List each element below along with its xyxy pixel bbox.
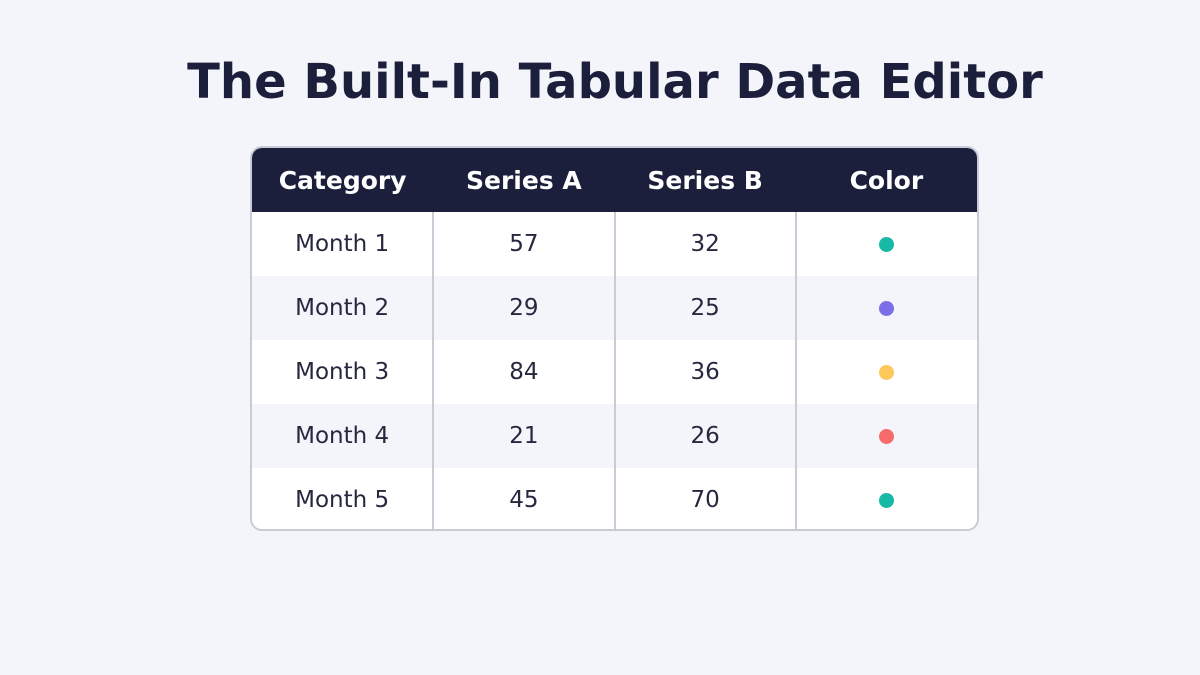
color-swatch-icon[interactable] [879,301,895,316]
table-row: Month 3 84 36 [252,340,977,404]
column-header-series-b[interactable]: Series B [647,165,763,195]
color-cell[interactable] [794,340,977,404]
color-cell[interactable] [794,276,977,340]
color-cell[interactable] [794,212,977,276]
category-cell[interactable]: Month 3 [295,359,390,385]
color-swatch-icon[interactable] [879,493,895,508]
table-row: Month 2 29 25 [252,276,977,340]
page-title: The Built-In Tabular Data Editor [187,54,1043,110]
table-row: Month 1 57 32 [252,212,977,276]
series-a-cell[interactable]: 57 [432,212,615,276]
column-header-series-a[interactable]: Series A [466,165,582,195]
data-table: Category Series A Series B Color Month 1… [252,148,977,529]
color-cell[interactable] [794,404,977,468]
table-row: Month 4 21 26 [252,404,977,468]
data-table-container: Category Series A Series B Color Month 1… [250,146,979,531]
series-a-cell[interactable]: 45 [432,468,615,529]
category-cell[interactable]: Month 1 [295,231,390,257]
color-swatch-icon[interactable] [879,429,895,444]
series-b-cell[interactable]: 70 [613,468,796,529]
color-swatch-icon[interactable] [879,365,895,380]
category-cell[interactable]: Month 4 [295,423,390,449]
category-cell[interactable]: Month 2 [295,295,390,321]
series-a-cell[interactable]: 29 [432,276,615,340]
series-b-cell[interactable]: 25 [613,276,796,340]
series-a-cell[interactable]: 84 [432,340,615,404]
color-cell[interactable] [794,468,977,529]
column-header-color[interactable]: Color [849,165,924,195]
series-a-cell[interactable]: 21 [432,404,615,468]
series-b-cell[interactable]: 26 [613,404,796,468]
table-header-row: Category Series A Series B Color [252,148,977,212]
color-swatch-icon[interactable] [879,237,895,252]
category-cell[interactable]: Month 5 [295,487,390,513]
column-header-category[interactable]: Category [278,165,407,195]
series-b-cell[interactable]: 36 [613,340,796,404]
series-b-cell[interactable]: 32 [613,212,796,276]
table-row: Month 5 45 70 [252,468,977,529]
